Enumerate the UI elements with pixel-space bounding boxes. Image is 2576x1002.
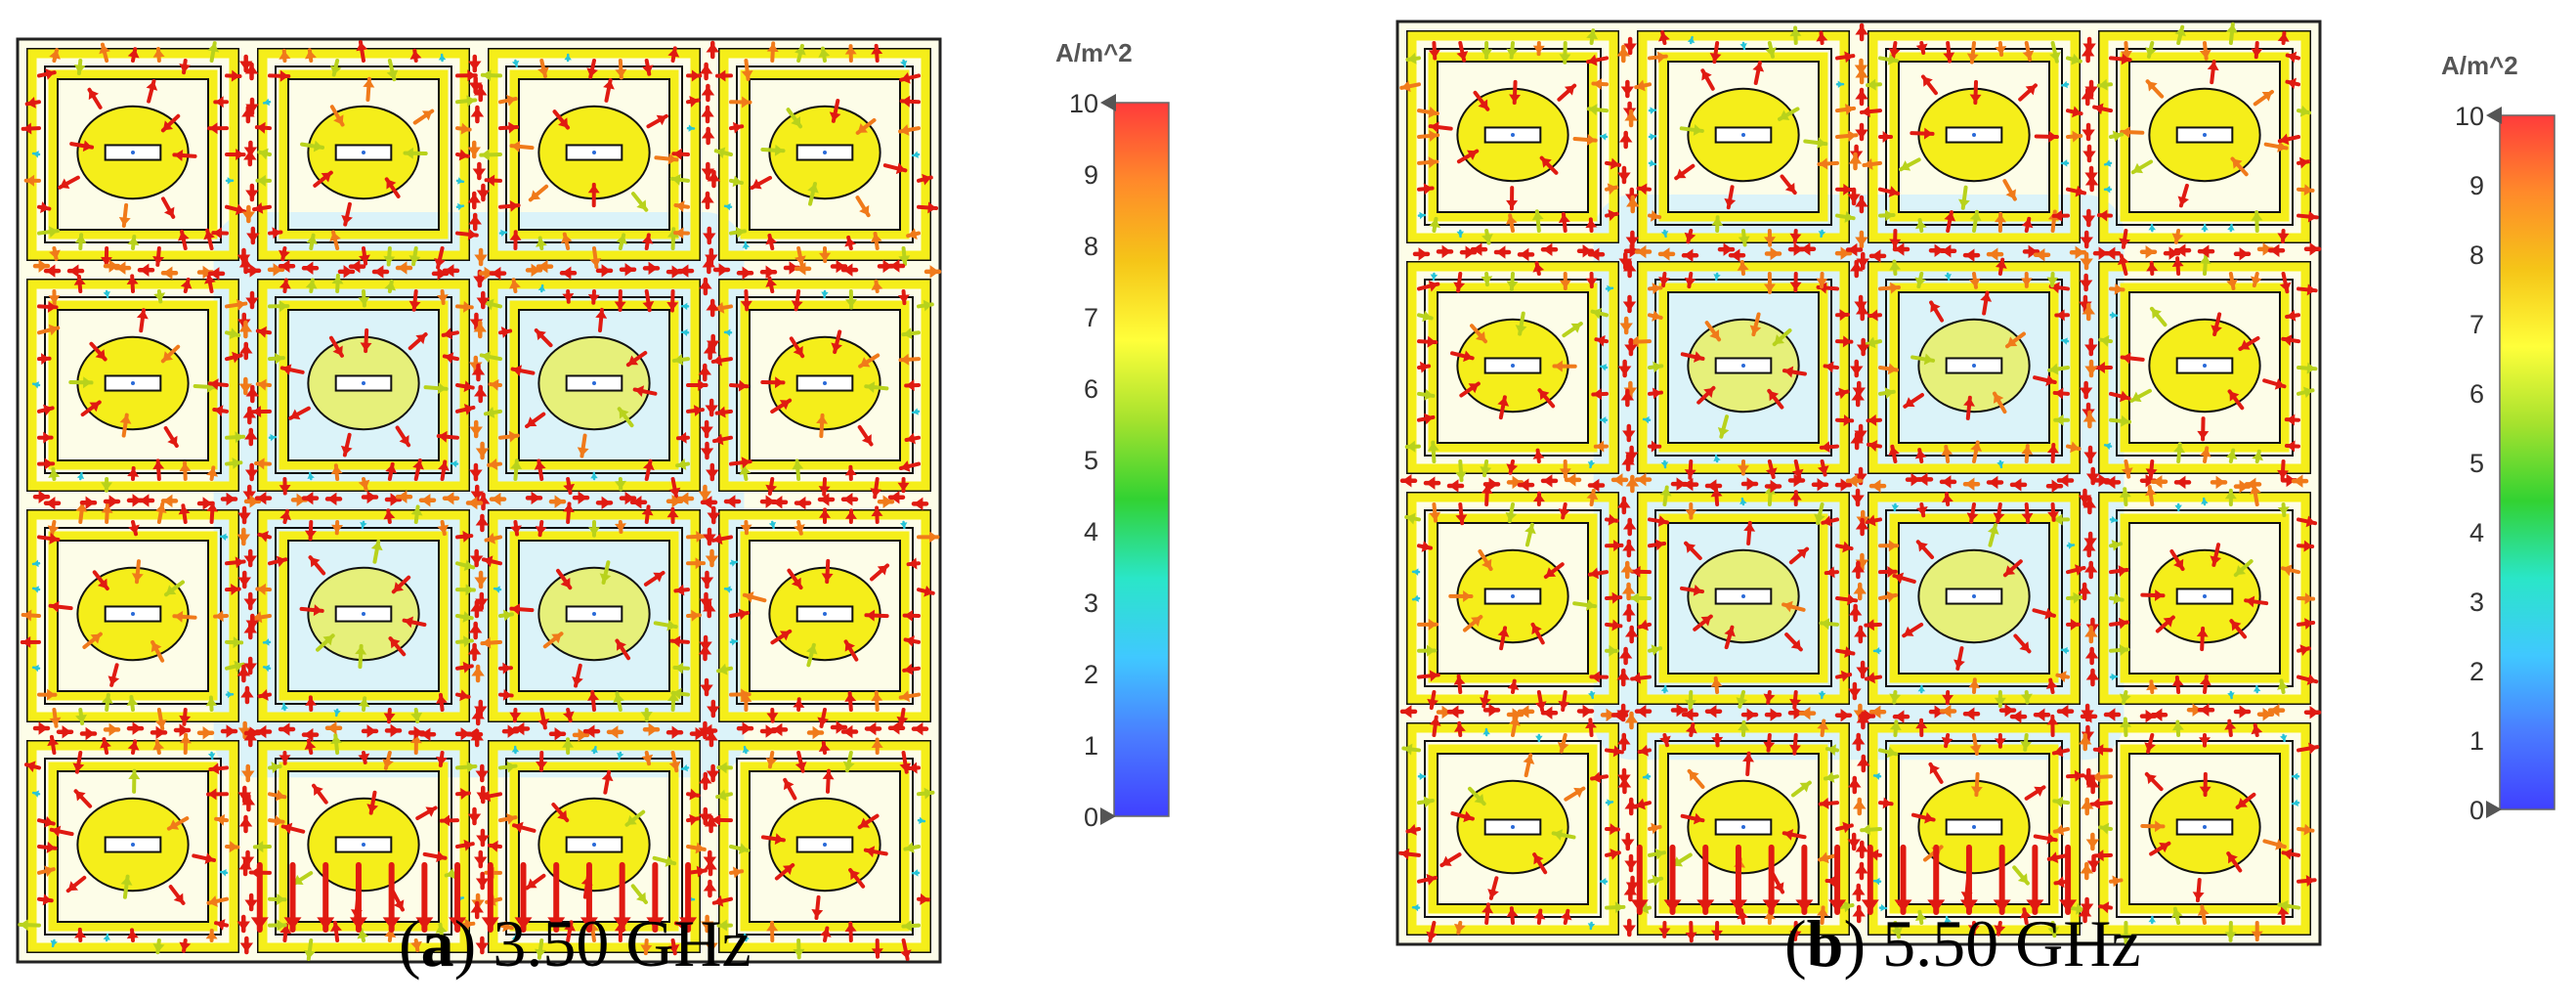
slot-probe [592,151,596,154]
slot-probe [362,843,365,847]
legend-tick-label: 3 [1084,588,1098,618]
legend-tick-label: 8 [2469,240,2484,270]
metasurface-array [18,39,940,962]
legend-tick-label: 1 [2469,726,2484,756]
unit-cell [1862,31,2084,247]
unit-cell [1636,28,1856,245]
slot-probe [1511,364,1515,368]
unit-cell [2096,255,2315,478]
slot-probe [2203,133,2207,137]
slot-probe [1972,364,1976,368]
slot-probe [1741,825,1745,829]
slot-probe [2203,594,2207,598]
slot-probe [2203,825,2207,829]
slot-probe [1741,364,1745,368]
unit-cell [253,276,474,494]
max-marker [2486,107,2502,124]
color-bar [2500,115,2555,809]
slot-probe [1741,133,1745,137]
legend-tick-label: 0 [1084,803,1098,832]
unit-cell [482,503,704,727]
legend-tick-label: 4 [2469,518,2484,547]
slot-probe [1511,594,1515,598]
caption-frequency-a: 3.50 GHz [493,906,751,980]
unit-cell [1631,486,1856,708]
legend-tick-label: 9 [1084,160,1098,190]
max-marker [1100,94,1116,111]
legend-tick-label: 10 [1069,89,1098,118]
legend-unit: A/m^2 [1055,38,1133,67]
slot-probe [1972,594,1976,598]
unit-cell [716,43,936,264]
unit-cell [254,42,477,267]
unit-cell [23,43,245,265]
slot-probe [1972,133,1976,137]
slot-probe [2203,364,2207,368]
legend-tick-label: 6 [2469,379,2484,409]
legend-tick-label: 8 [1084,232,1098,261]
slot-probe [823,151,827,154]
slot-probe [362,381,365,385]
slot-probe [823,843,827,847]
unit-cell [2094,24,2317,247]
slot-probe [131,612,135,616]
legend-tick-label: 10 [2455,102,2484,131]
caption-letter-b: b [1807,906,1844,980]
unit-cell [1400,717,1623,940]
slot-probe [362,151,365,154]
legend-tick-label: 3 [2469,588,2484,617]
caption-b: (b) 5.50 GHz [1784,904,2141,982]
legend-tick-label: 4 [1084,517,1098,546]
legend-tick-label: 0 [2469,796,2484,825]
caption-frequency-b: 5.50 GHz [1882,906,2140,980]
slot-probe [1972,825,1976,829]
legend-tick-label: 5 [1084,446,1098,475]
slot-probe [592,381,596,385]
unit-cell [713,508,937,726]
metasurface-array [1397,22,2320,944]
slot-probe [823,612,827,616]
caption-a: (a) 3.50 GHz [399,904,751,982]
legend-tick-label: 5 [2469,449,2484,478]
caption-letter-a: a [421,906,454,980]
slot-probe [131,151,135,154]
legend-tick-label: 1 [1084,731,1098,761]
unit-cell [22,503,244,729]
slot-probe [131,381,135,385]
slot-probe [1741,594,1745,598]
color-bar [1114,103,1169,816]
legend-tick-label: 9 [2469,171,2484,200]
legend-tick-label: 2 [2469,657,2484,686]
slot-probe [1511,825,1515,829]
slot-probe [362,612,365,616]
slot-probe [1511,133,1515,137]
legend-tick-label: 7 [1084,303,1098,332]
legend-unit: A/m^2 [2441,51,2518,80]
slot-probe [131,843,135,847]
legend-tick-label: 2 [1084,660,1098,689]
slot-probe [592,843,596,847]
slot-probe [592,612,596,616]
slot-probe [823,381,827,385]
legend-tick-label: 6 [1084,374,1098,404]
legend-tick-label: 7 [2469,310,2484,339]
